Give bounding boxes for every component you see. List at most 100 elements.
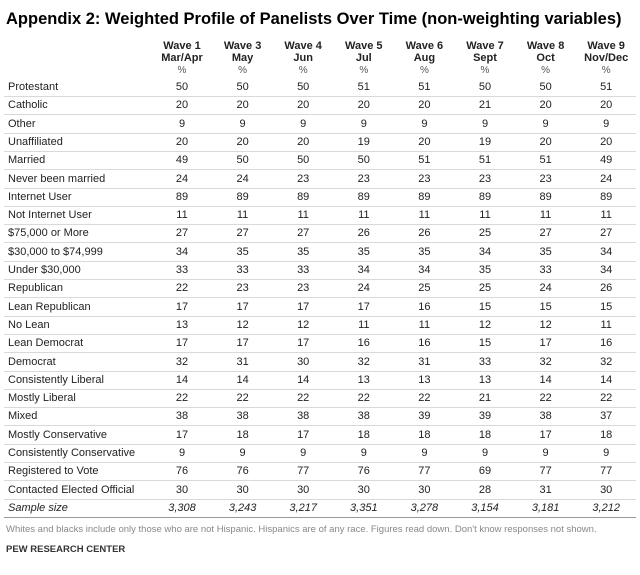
cell-value: 26: [357, 227, 370, 240]
cell-value: 50: [357, 154, 370, 167]
cell-value: 11: [539, 209, 552, 222]
cell-value: 24: [236, 172, 249, 185]
cell-value: 13: [357, 373, 370, 386]
cell-value: 9: [481, 117, 489, 130]
cell-value: 50: [539, 81, 552, 93]
cell-value: 12: [297, 318, 310, 331]
cell-value: 15: [539, 300, 552, 313]
cell-value: 33: [236, 264, 249, 276]
cell-value: 28: [478, 483, 492, 496]
cell-value: 20: [175, 99, 189, 112]
table-row: Democrat 32 31 30 32 31 33 32 32: [4, 353, 636, 372]
cell-value: 3,308: [168, 501, 196, 514]
cell-value: 14: [175, 373, 189, 386]
table-row: Sample size 3,308 3,243 3,217 3,351 3,278 3,15…: [4, 499, 636, 518]
title: Appendix 2: Weighted Profile of Panelist…: [6, 10, 622, 28]
cell-value: 22: [175, 392, 189, 405]
cell-value: 17: [357, 300, 370, 313]
cell-value: 9: [360, 447, 367, 459]
cell-value: 30: [236, 483, 249, 496]
cell-value: 23: [418, 172, 431, 185]
table-row: No Lean 13 12 12 11 11 12 12 11: [4, 316, 636, 335]
cell-value: 89: [478, 190, 492, 203]
cell-value: 89: [357, 190, 370, 203]
table-row: Mostly Liberal 22 22 22 22 22 21 22 22: [4, 389, 636, 409]
cell-value: 51: [539, 154, 552, 167]
cell-value: 30: [297, 483, 310, 496]
cell-value: 3,154: [471, 501, 499, 514]
cell-value: 9: [603, 447, 610, 459]
cell-value: 14: [600, 373, 613, 386]
source: PEW RESEARCH CENTER: [6, 544, 126, 555]
cell-value: 30: [175, 483, 189, 496]
cell-value: 37: [600, 410, 613, 423]
cell-value: 77: [418, 465, 431, 478]
cell-value: 16: [357, 337, 370, 350]
cell-value: 27: [236, 227, 249, 240]
cell-value: 89: [418, 190, 431, 203]
cell-value: 24: [600, 172, 613, 185]
row-label: Married: [8, 154, 46, 167]
cell-value: 51: [357, 81, 370, 93]
cell-value: 32: [600, 355, 613, 368]
cell-value: 18: [478, 428, 492, 441]
cell-value: 18: [236, 428, 249, 441]
cell-value: 9: [481, 447, 489, 459]
cell-value: 23: [478, 172, 492, 185]
cell-value: 30: [297, 355, 310, 368]
column-unit: %: [177, 65, 187, 76]
cell-value: 17: [297, 337, 310, 350]
cell-value: 35: [357, 245, 370, 258]
row-label: Lean Democrat: [8, 337, 84, 350]
cell-value: 21: [478, 99, 492, 112]
cell-value: 17: [297, 300, 310, 313]
cell-value: 9: [421, 447, 428, 459]
cell-value: 76: [357, 465, 370, 478]
cell-value: 30: [600, 483, 613, 496]
cell-value: 33: [297, 264, 310, 276]
cell-value: 27: [539, 227, 552, 240]
cell-value: 11: [176, 209, 188, 222]
table-row: Consistently Conservative 9 9 9 9 9 9 9 9: [4, 444, 636, 463]
table-row: Lean Democrat 17 17 17 16 16 15 17 16: [4, 334, 636, 354]
table-row: Contacted Elected Official 30 30 30 30 30 28 31…: [4, 481, 636, 500]
table-row: Catholic 20 20 20 20 20 21 20 20: [4, 96, 636, 116]
cell-value: 39: [478, 410, 492, 423]
column-period: Jul: [355, 52, 372, 64]
table-row: Married 49 50 50 50 51 51 51 49: [4, 151, 636, 171]
cell-value: 17: [539, 337, 552, 350]
cell-value: 89: [236, 190, 249, 203]
cell-value: 38: [297, 410, 310, 423]
cell-value: 38: [539, 410, 552, 423]
cell-value: 23: [297, 172, 310, 185]
column-period: Sept: [473, 52, 497, 64]
row-label: Registered to Vote: [8, 465, 99, 478]
cell-value: 89: [539, 190, 552, 203]
cell-value: 31: [539, 483, 552, 496]
column-period: Mar/Apr: [161, 52, 203, 64]
cell-value: 14: [539, 373, 552, 386]
cell-value: 22: [418, 392, 431, 405]
cell-value: 22: [600, 392, 613, 405]
row-label: Unaffiliated: [8, 135, 63, 148]
row-label: Under $30,000: [8, 264, 81, 276]
cell-value: 20: [418, 135, 431, 148]
cell-value: 34: [600, 264, 613, 276]
table-row: Registered to Vote 76 76 77 76 77 69 77 77: [4, 462, 636, 482]
cell-value: 34: [175, 245, 189, 258]
column-period: Oct: [536, 52, 555, 64]
cell-value: 49: [600, 154, 613, 167]
table-row: Protestant 50 50 50 51 51 50 50 51: [4, 78, 636, 97]
cell-value: 16: [418, 337, 431, 350]
cell-value: 89: [297, 190, 310, 203]
cell-value: 12: [539, 318, 552, 331]
cell-value: 50: [297, 154, 310, 167]
cell-value: 34: [418, 264, 431, 276]
cell-value: 12: [478, 318, 492, 331]
cell-value: 3,351: [350, 501, 378, 514]
cell-value: 23: [539, 172, 552, 185]
cell-value: 26: [600, 282, 613, 295]
column-unit: %: [601, 65, 611, 76]
cell-value: 11: [418, 318, 431, 331]
